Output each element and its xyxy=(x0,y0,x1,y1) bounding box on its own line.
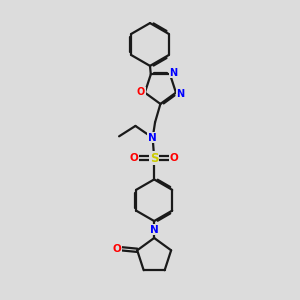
Text: N: N xyxy=(150,225,158,235)
Text: O: O xyxy=(170,153,179,163)
Text: N: N xyxy=(176,89,184,99)
Text: O: O xyxy=(137,87,145,97)
Text: O: O xyxy=(130,153,138,163)
Text: O: O xyxy=(112,244,121,254)
Text: N: N xyxy=(148,133,157,143)
Text: S: S xyxy=(150,152,158,164)
Text: N: N xyxy=(169,68,178,78)
